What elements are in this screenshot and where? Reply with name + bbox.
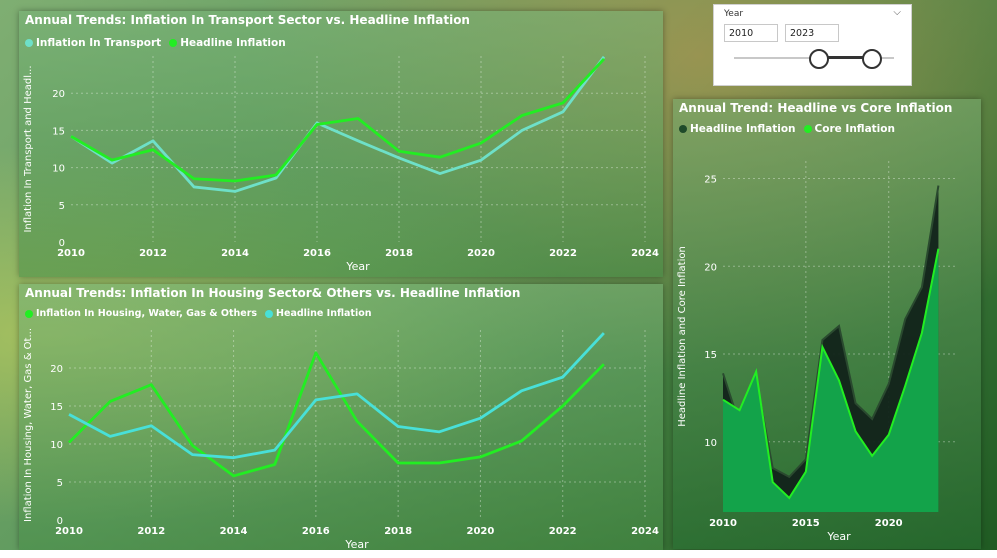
- legend-label: Inflation In Transport: [36, 37, 162, 49]
- legend-item-headline[interactable]: Headline Inflation: [679, 123, 796, 135]
- x-tick-label: 2014: [221, 248, 249, 259]
- y-tick-label: 15: [52, 126, 65, 137]
- legend-dot-icon: [803, 125, 812, 133]
- x-tick-label: 2018: [384, 526, 412, 537]
- end-year-handle[interactable]: [862, 49, 882, 69]
- headline-core-area-chart: 2010 2015 2020 10 15 20 25 Year Headline Inflati…: [677, 161, 955, 543]
- legend-item-housing[interactable]: Inflation In Housing, Water, Gas & Other…: [25, 308, 257, 319]
- line-series-1: [68, 332, 605, 460]
- x-tick-label: 2016: [302, 526, 330, 537]
- chart-legend: Headline Inflation Core Inflation: [679, 123, 895, 135]
- x-axis-title: Year: [344, 538, 369, 551]
- transport-line-chart: 2010 2012 2014 2016 2018 2020 2022 2024 0 5 10 15 20…: [23, 55, 659, 273]
- x-tick-label: 2020: [467, 248, 495, 259]
- y-axis-title: Inflation In Transport and Headl...: [23, 65, 34, 232]
- legend-item-core[interactable]: Core Inflation: [803, 123, 895, 135]
- chevron-down-icon[interactable]: ⌵: [893, 7, 901, 18]
- y-tick-label: 15: [704, 350, 717, 361]
- x-tick-label: 2018: [385, 248, 413, 259]
- end-year-input[interactable]: 2023: [785, 24, 839, 42]
- page-bottom-strip: [0, 550, 997, 558]
- x-tick-label: 2022: [549, 248, 577, 259]
- housing-vs-headline-chart-panel[interactable]: Annual Trends: Inflation In Housing Sect…: [19, 284, 663, 551]
- x-tick-label: 2010: [55, 526, 83, 537]
- x-axis-title: Year: [826, 530, 851, 543]
- y-axis-title: Inflation In Housing, Water, Gas & Ot...: [23, 328, 34, 522]
- legend-label: Core Inflation: [814, 123, 895, 135]
- x-tick-label: 2016: [303, 248, 331, 259]
- x-tick-label: 2010: [57, 248, 85, 259]
- legend-dot-icon: [25, 39, 33, 47]
- legend-item-headline[interactable]: Headline Inflation: [265, 308, 372, 319]
- chart-title: Annual Trends: Inflation In Transport Se…: [25, 13, 470, 27]
- transport-vs-headline-chart-panel[interactable]: Annual Trends: Inflation In Transport Se…: [19, 11, 663, 277]
- y-tick-label: 20: [52, 89, 65, 100]
- x-tick-label: 2024: [631, 248, 659, 259]
- legend-label: Headline Inflation: [180, 37, 286, 49]
- area-fill-series-0: [723, 185, 939, 512]
- area-line-series-1: [722, 248, 940, 500]
- y-tick-label: 20: [50, 364, 63, 375]
- legend-label: Headline Inflation: [276, 308, 372, 319]
- legend-label: Inflation In Housing, Water, Gas & Other…: [36, 308, 258, 319]
- x-tick-label: 2010: [709, 518, 737, 529]
- y-tick-label: 25: [704, 175, 717, 186]
- chart-legend: Inflation In Transport Headline Inflatio…: [25, 37, 286, 49]
- legend-item-headline[interactable]: Headline Inflation: [169, 37, 286, 49]
- y-tick-label: 10: [52, 164, 65, 175]
- legend-label: Headline Inflation: [690, 123, 796, 135]
- legend-dot-icon: [679, 125, 687, 133]
- y-axis-title: Headline Inflation and Core Inflation: [677, 246, 688, 427]
- legend-item-transport[interactable]: Inflation In Transport: [25, 37, 161, 49]
- x-tick-label: 2022: [549, 526, 577, 537]
- chart-title: Annual Trend: Headline vs Core Inflation: [679, 101, 953, 115]
- y-tick-label: 15: [50, 402, 63, 413]
- x-tick-label: 2024: [631, 526, 659, 537]
- line-series-0: [70, 55, 606, 193]
- x-axis-title: Year: [345, 260, 370, 273]
- x-tick-label: 2020: [467, 526, 495, 537]
- headline-vs-core-chart-panel[interactable]: Annual Trend: Headline vs Core Inflation…: [673, 99, 981, 549]
- y-tick-label: 5: [59, 201, 65, 212]
- legend-dot-icon: [25, 309, 33, 318]
- chart-title: Annual Trends: Inflation In Housing Sect…: [25, 286, 521, 300]
- line-series-0: [68, 351, 605, 478]
- x-tick-label: 2012: [137, 526, 165, 537]
- housing-line-chart: 2010 2012 2014 2016 2018 2020 2022 2024 0 5 10 15 20…: [23, 328, 659, 551]
- x-tick-label: 2012: [139, 248, 167, 259]
- x-tick-label: 2015: [792, 518, 820, 529]
- y-tick-label: 0: [59, 238, 65, 249]
- x-tick-label: 2014: [220, 526, 248, 537]
- x-tick-label: 2020: [875, 518, 903, 529]
- y-tick-label: 20: [704, 262, 717, 273]
- y-tick-label: 10: [50, 440, 63, 451]
- start-year-input[interactable]: 2010: [724, 24, 778, 42]
- legend-dot-icon: [169, 39, 178, 47]
- chart-legend: Inflation In Housing, Water, Gas & Other…: [25, 308, 372, 319]
- area-fill-series-1: [723, 248, 939, 512]
- y-tick-label: 5: [57, 478, 63, 489]
- start-year-handle[interactable]: [809, 49, 829, 69]
- line-series-1: [70, 58, 606, 183]
- legend-dot-icon: [265, 309, 274, 318]
- y-tick-label: 0: [57, 516, 63, 527]
- slider-range-fill: [818, 56, 872, 59]
- slicer-title: Year: [724, 9, 744, 19]
- y-tick-label: 10: [704, 438, 717, 449]
- year-slicer[interactable]: Year ⌵ 2010 2023: [713, 4, 912, 86]
